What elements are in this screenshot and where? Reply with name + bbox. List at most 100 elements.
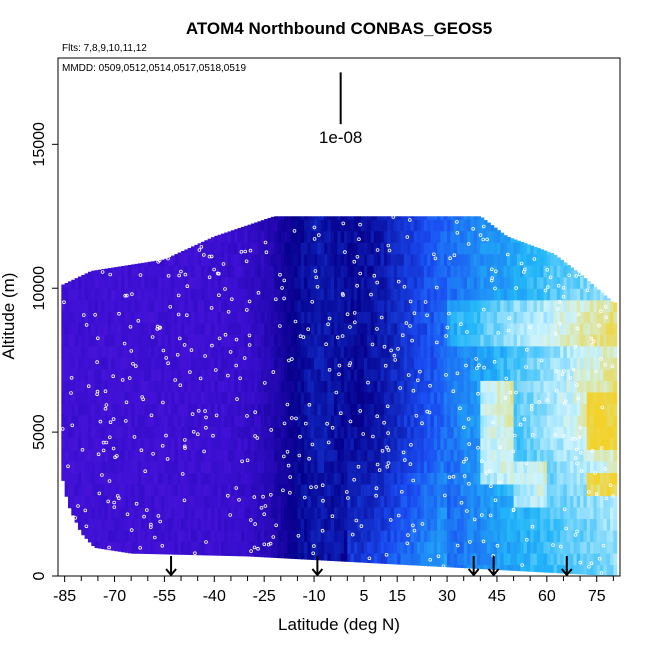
heatmap-cell — [340, 276, 345, 289]
heatmap-cell — [144, 380, 149, 393]
heatmap-cell — [417, 449, 422, 462]
heatmap-cell — [317, 288, 322, 301]
heatmap-cell — [107, 334, 112, 347]
heatmap-cell — [324, 288, 328, 301]
heatmap-cell — [290, 242, 295, 255]
heatmap-cell — [290, 426, 295, 439]
heatmap-cell — [260, 403, 265, 416]
heatmap-cell — [247, 253, 252, 266]
heatmap-cell — [443, 216, 448, 220]
heatmap-cell — [600, 334, 604, 347]
heatmap-cell — [117, 288, 122, 301]
heatmap-cell — [430, 564, 435, 567]
heatmap-cell — [224, 414, 229, 427]
sample-point — [122, 341, 127, 346]
heatmap-cell — [493, 288, 498, 301]
heatmap-cell — [573, 472, 578, 485]
heatmap-cell — [117, 334, 122, 347]
heatmap-cell — [300, 403, 305, 416]
heatmap-cell — [570, 541, 575, 554]
heatmap-cell — [310, 518, 315, 531]
heatmap-cell — [453, 552, 458, 566]
heatmap-cell — [483, 552, 488, 566]
sample-point — [196, 408, 201, 413]
heatmap-cell — [220, 276, 225, 289]
heatmap-cell — [217, 357, 222, 370]
heatmap-cell — [300, 541, 305, 554]
heatmap-cell — [520, 449, 525, 462]
heatmap-cell — [111, 541, 116, 551]
heatmap-cell — [177, 552, 182, 555]
heatmap-cell — [230, 334, 235, 347]
heatmap-cell — [400, 403, 405, 416]
heatmap-cell — [297, 219, 302, 232]
heatmap-cell — [453, 334, 458, 347]
heatmap-cell — [250, 483, 255, 497]
heatmap-cell — [583, 334, 588, 347]
heatmap-cell — [117, 380, 122, 393]
heatmap-cell — [490, 460, 495, 473]
heatmap-cell — [550, 253, 555, 255]
heatmap-cell — [523, 288, 528, 301]
heatmap-cell — [473, 334, 478, 347]
heatmap-cell — [210, 495, 215, 508]
heatmap-cell — [111, 322, 116, 335]
heatmap-cell — [600, 449, 604, 462]
heatmap-cell — [387, 391, 392, 404]
heatmap-cell — [363, 403, 368, 416]
heatmap-cell — [353, 403, 358, 416]
heatmap-cell — [580, 403, 585, 416]
heatmap-cell — [310, 288, 315, 301]
heatmap-cell — [227, 495, 232, 508]
heatmap-cell — [457, 345, 461, 358]
heatmap-cell — [117, 276, 122, 289]
heatmap-cell — [217, 253, 222, 266]
heatmap-cell — [543, 311, 548, 324]
heatmap-cell — [536, 529, 541, 543]
heatmap-cell — [257, 253, 262, 266]
heatmap-cell — [134, 414, 139, 427]
heatmap-cell — [606, 552, 611, 566]
heatmap-cell — [603, 414, 608, 427]
heatmap-cell — [154, 472, 159, 485]
heatmap-cell — [214, 529, 219, 543]
heatmap-cell — [340, 495, 345, 508]
heatmap-cell — [606, 541, 611, 554]
heatmap-cell — [470, 541, 475, 554]
heatmap-cell — [214, 345, 219, 358]
heatmap-cell — [513, 357, 518, 370]
heatmap-cell — [417, 299, 422, 312]
sample-point — [145, 508, 149, 512]
heatmap-cell — [413, 437, 418, 450]
heatmap-cell — [124, 357, 129, 370]
heatmap-cell — [593, 334, 598, 347]
heatmap-cell — [97, 269, 102, 278]
heatmap-cell — [84, 368, 89, 381]
heatmap-cell — [204, 414, 209, 427]
heatmap-cell — [230, 253, 235, 266]
heatmap-cell — [171, 437, 175, 450]
heatmap-cell — [61, 288, 66, 301]
heatmap-cell — [67, 483, 72, 497]
heatmap-cell — [500, 391, 505, 404]
heatmap-cell — [380, 380, 385, 393]
sample-point — [464, 363, 468, 368]
heatmap-cell — [244, 483, 249, 497]
heatmap-cell — [363, 472, 368, 485]
heatmap-cell — [377, 216, 382, 220]
heatmap-cell — [583, 518, 588, 531]
heatmap-cell — [114, 380, 119, 393]
sample-point — [76, 504, 80, 508]
heatmap-cell — [387, 299, 392, 312]
sample-point — [345, 312, 350, 317]
heatmap-cell — [470, 426, 475, 439]
heatmap-cell — [600, 472, 604, 485]
heatmap-cell — [334, 216, 338, 220]
heatmap-cell — [453, 449, 458, 462]
heatmap-cell — [576, 380, 581, 393]
heatmap-cell — [553, 495, 558, 508]
heatmap-cell — [254, 380, 259, 393]
heatmap-cell — [556, 495, 561, 508]
heatmap-cell — [200, 276, 205, 289]
heatmap-cell — [154, 299, 159, 312]
